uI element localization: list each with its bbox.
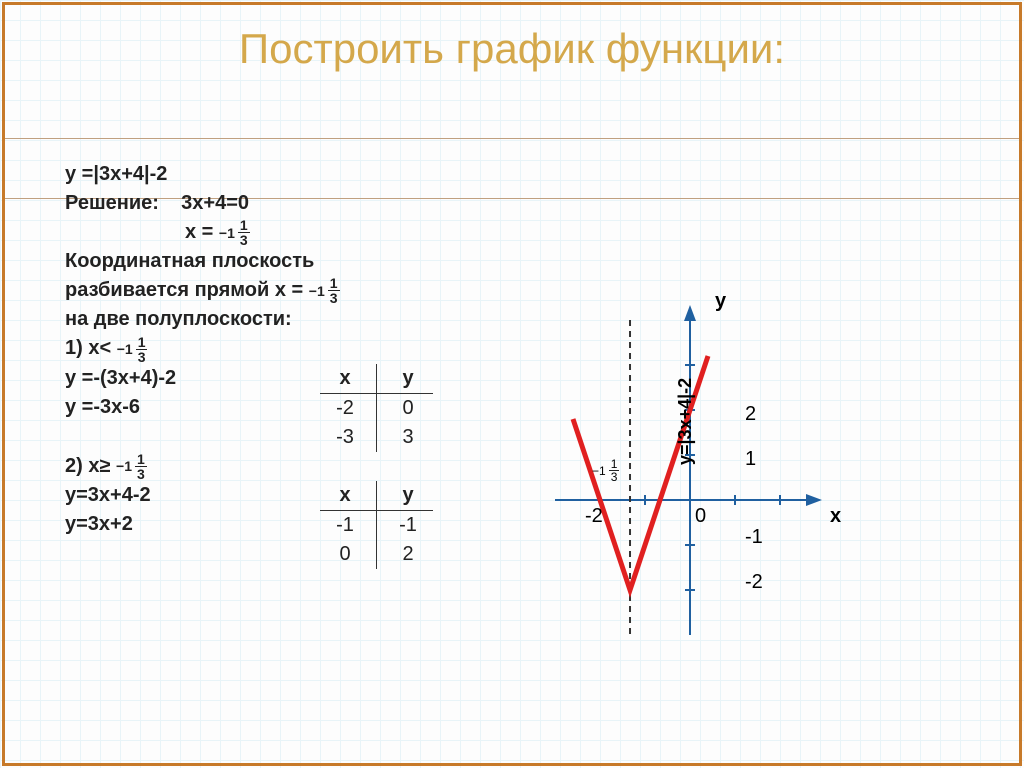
frac1-neg: −1 <box>219 223 235 243</box>
tick-y1: 1 <box>745 448 756 471</box>
divider-1 <box>5 138 1019 139</box>
tick-yn2: -2 <box>745 571 763 594</box>
step1: 3x+4=0 <box>181 192 249 214</box>
table2: xy -1-1 02 <box>320 481 433 569</box>
x-equals: x = <box>185 221 213 243</box>
x-axis-label: x <box>830 505 841 528</box>
y-axis-label: y <box>715 290 726 313</box>
tick-0: 0 <box>695 505 706 528</box>
function-def: y =|3x+4|-2 <box>65 160 433 189</box>
table1: xy -20 -33 <box>320 364 433 452</box>
tick-vertex-x: −113 <box>592 458 621 483</box>
line1: Координатная плоскость <box>65 247 433 276</box>
line2: разбивается прямой x = <box>65 279 303 301</box>
chart-svg <box>490 300 920 670</box>
solution-label: Решение: <box>65 192 159 214</box>
chart: y x y=|3x+4|-2 0 -2 1 2 -1 -2 −113 <box>490 300 920 670</box>
case1-eq1: y =-(3x+4)-2 <box>65 364 265 393</box>
case2-eq1: y=3x+4-2 <box>65 481 235 510</box>
case2-eq2: y=3x+2 <box>65 510 235 539</box>
frac1: 13 <box>238 218 250 247</box>
tick-yn1: -1 <box>745 526 763 549</box>
graph-label: y=|3x+4|-2 <box>675 378 696 465</box>
solution-text: y =|3x+4|-2 Решение: 3x+4=0 x = −113 Коо… <box>65 160 433 569</box>
tick-y2: 2 <box>745 403 756 426</box>
tick-neg2: -2 <box>585 505 603 528</box>
line3: на две полуплоскости: <box>65 305 433 334</box>
case2: 2) x≥ <box>65 455 110 477</box>
case1-eq2: y =-3x-6 <box>65 393 265 422</box>
slide-title: Построить график функции: <box>0 25 1024 73</box>
case1: 1) x< <box>65 337 111 359</box>
